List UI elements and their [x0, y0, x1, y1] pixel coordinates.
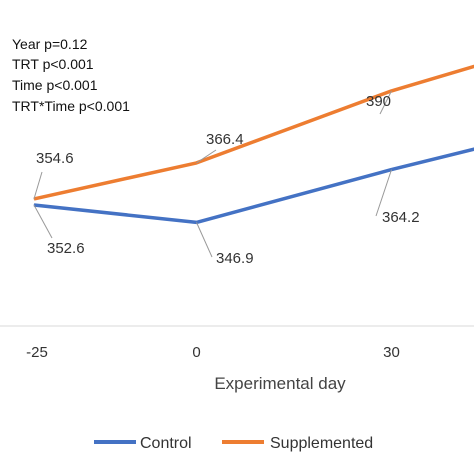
data-label-supplemented-1: 366.4: [206, 131, 244, 148]
stats-annotations: Year p=0.12 TRT p<0.001 Time p<0.001 TRT…: [12, 36, 130, 114]
leader-line-control-0: [33, 204, 53, 239]
stat-trt-time: TRT*Time p<0.001: [12, 98, 130, 114]
leader-line-supplemented-2: [379, 90, 392, 115]
data-label-control-2: 364.2: [382, 209, 420, 226]
legend-label-control: Control: [140, 435, 192, 452]
data-label-control-1: 346.9: [216, 250, 254, 267]
x-tick-label-0: -25: [26, 344, 48, 361]
x-tick-labels: -25 0 30: [26, 344, 400, 361]
series-line-control: [33, 147, 474, 225]
legend-label-supplemented: Supplemented: [270, 435, 373, 452]
data-label-control-0: 352.6: [47, 240, 85, 257]
series-line-supplemented: [33, 64, 474, 201]
stat-trt: TRT p<0.001: [12, 56, 94, 72]
x-tick-label-2: 30: [383, 344, 400, 361]
legend: Control Supplemented: [94, 435, 373, 452]
leader-line-supplemented-0: [33, 171, 43, 200]
leader-line-supplemented-1: [196, 149, 217, 164]
series-layer: [33, 64, 474, 225]
leader-line-control-2: [375, 169, 392, 217]
leader-line-control-1: [196, 222, 213, 258]
stat-time: Time p<0.001: [12, 77, 98, 93]
x-tick-label-1: 0: [192, 344, 200, 361]
data-label-supplemented-0: 354.6: [36, 150, 74, 167]
data-label-supplemented-2: 390: [366, 93, 391, 110]
stat-year: Year p=0.12: [12, 36, 88, 52]
x-axis-title: Experimental day: [214, 374, 346, 393]
data-label-layer: 352.6 346.9 364.2 354.6 366.4 390: [33, 90, 420, 267]
